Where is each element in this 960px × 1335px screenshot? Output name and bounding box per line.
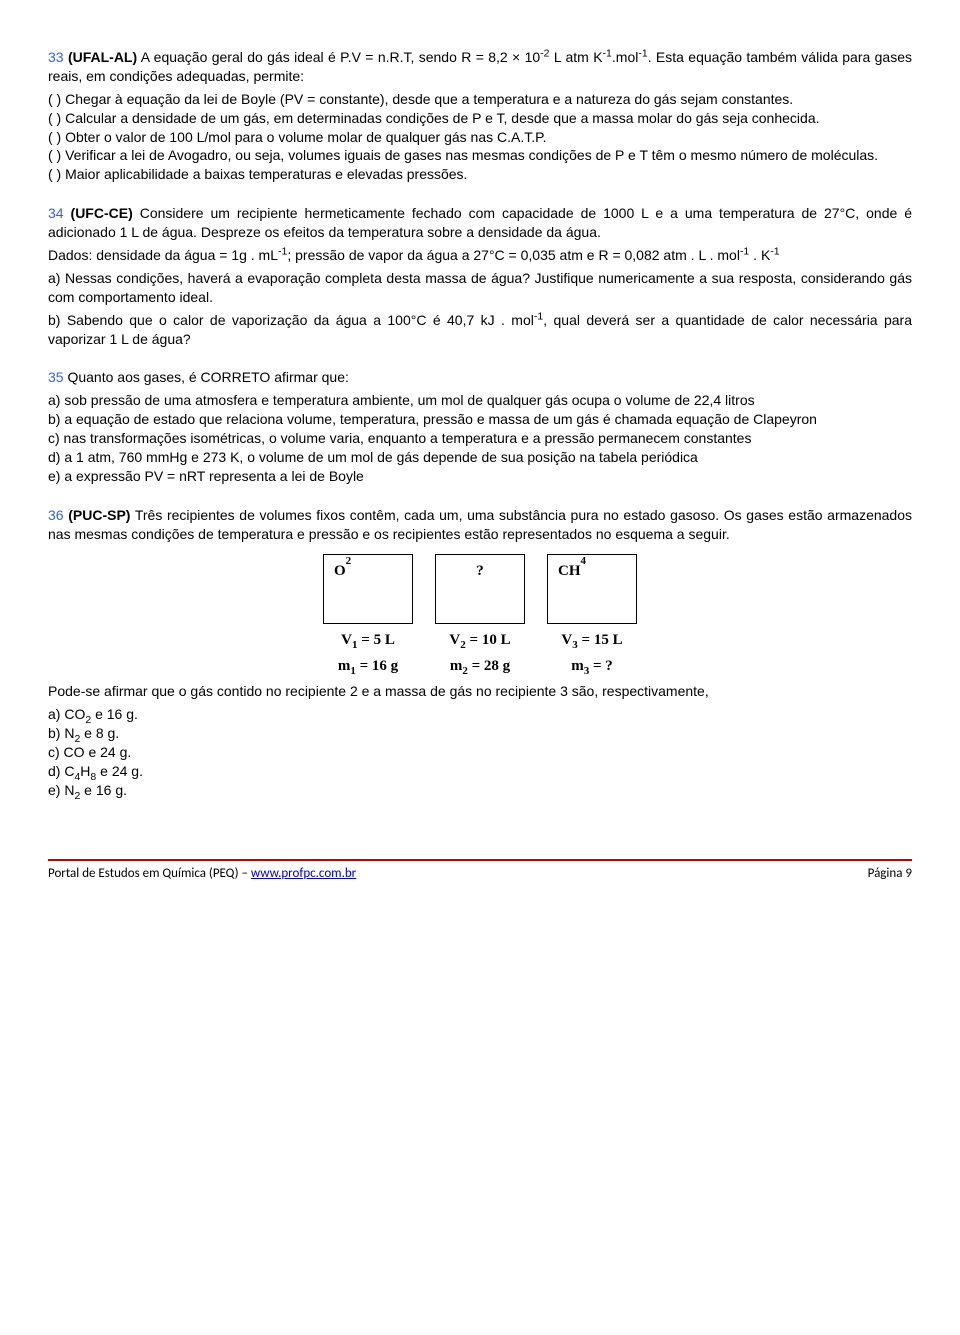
box-2: ?: [435, 554, 525, 624]
question-33: 33 (UFAL-AL) A equação geral do gás idea…: [48, 48, 912, 184]
v2-label: V2 = 10 L: [449, 630, 510, 650]
v1-label: V1 = 5 L: [341, 630, 395, 650]
q33-number: 33: [48, 49, 64, 65]
diagram-col-1: O2 V1 = 5 L m1 = 16 g: [323, 554, 413, 677]
q35-opt-e: e) a expressão PV = nRT representa a lei…: [48, 467, 912, 486]
page-footer: Portal de Estudos em Química (PEQ) – www…: [48, 859, 912, 883]
box-1: O2: [323, 554, 413, 624]
box-3: CH4: [547, 554, 637, 624]
question-34: 34 (UFC-CE) Considere um recipiente herm…: [48, 204, 912, 348]
q35-stem: 35 Quanto aos gases, é CORRETO afirmar q…: [48, 368, 912, 387]
q36-text: Três recipientes de volumes fixos contêm…: [48, 507, 912, 542]
q34-number: 34: [48, 205, 64, 221]
q34-p2: Dados: densidade da água = 1g . mL-1; pr…: [48, 246, 912, 265]
footer-prefix: Portal de Estudos em Química (PEQ) –: [48, 866, 251, 881]
q34-source: (UFC-CE): [71, 205, 133, 221]
q33-opt-2: ( ) Obter o valor de 100 L/mol para o vo…: [48, 128, 912, 147]
q36-number: 36: [48, 507, 64, 523]
q36-opt-c: c) CO e 24 g.: [48, 743, 912, 762]
q35-opt-c: c) nas transformações isométricas, o vol…: [48, 429, 912, 448]
q33-stem: 33 (UFAL-AL) A equação geral do gás idea…: [48, 48, 912, 86]
diagram-col-3: CH4 V3 = 15 L m3 = ?: [547, 554, 637, 677]
q36-source: (PUC-SP): [68, 507, 130, 523]
m1-label: m1 = 16 g: [338, 656, 398, 676]
q36-opt-b: b) N2 e 8 g.: [48, 724, 912, 743]
v3-label: V3 = 15 L: [561, 630, 622, 650]
footer-link[interactable]: www.profpc.com.br: [251, 866, 356, 881]
question-36: 36 (PUC-SP) Três recipientes de volumes …: [48, 506, 912, 800]
footer-left: Portal de Estudos em Química (PEQ) – www…: [48, 865, 356, 883]
q35-opt-a: a) sob pressão de uma atmosfera e temper…: [48, 391, 912, 410]
q35-text: Quanto aos gases, é CORRETO afirmar que:: [67, 369, 348, 385]
q34-stem: 34 (UFC-CE) Considere um recipiente herm…: [48, 204, 912, 242]
q33-text: A equação geral do gás ideal é P.V = n.R…: [48, 49, 912, 84]
q35-opt-d: d) a 1 atm, 760 mmHg e 273 K, o volume d…: [48, 448, 912, 467]
diagram-col-2: ? V2 = 10 L m2 = 28 g: [435, 554, 525, 677]
q35-opt-b: b) a equação de estado que relaciona vol…: [48, 410, 912, 429]
q34-b: b) Sabendo que o calor de vaporização da…: [48, 311, 912, 349]
q33-opt-0: ( ) Chegar à equação da lei de Boyle (PV…: [48, 90, 912, 109]
q35-number: 35: [48, 369, 64, 385]
question-35: 35 Quanto aos gases, é CORRETO afirmar q…: [48, 368, 912, 485]
q36-opt-a: a) CO2 e 16 g.: [48, 705, 912, 724]
q36-opt-e: e) N2 e 16 g.: [48, 781, 912, 800]
q33-source: (UFAL-AL): [68, 49, 137, 65]
q36-stem: 36 (PUC-SP) Três recipientes de volumes …: [48, 506, 912, 544]
m2-label: m2 = 28 g: [450, 656, 510, 676]
q33-opt-1: ( ) Calcular a densidade de um gás, em d…: [48, 109, 912, 128]
m3-label: m3 = ?: [571, 656, 613, 676]
footer-right: Página 9: [868, 865, 912, 883]
q36-after: Pode-se afirmar que o gás contido no rec…: [48, 682, 912, 701]
q36-opt-d: d) C4H8 e 24 g.: [48, 762, 912, 781]
q33-opt-3: ( ) Verificar a lei de Avogadro, ou seja…: [48, 146, 912, 165]
q33-opt-4: ( ) Maior aplicabilidade a baixas temper…: [48, 165, 912, 184]
q34-p1: Considere um recipiente hermeticamente f…: [48, 205, 912, 240]
q34-a: a) Nessas condições, haverá a evaporação…: [48, 269, 912, 307]
q36-diagram: O2 V1 = 5 L m1 = 16 g ? V2 = 10 L m2 = 2…: [48, 554, 912, 677]
